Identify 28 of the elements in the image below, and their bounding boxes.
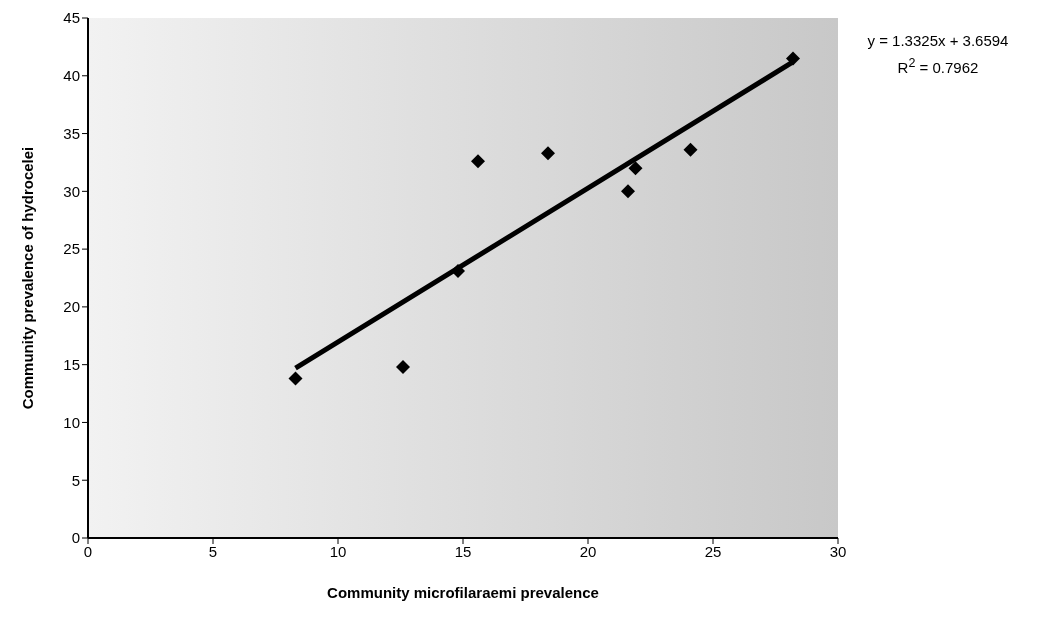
point <box>288 371 303 386</box>
y-tick-label: 15 <box>63 355 80 373</box>
y-tick-label: 40 <box>63 67 80 85</box>
x-tick-label: 25 <box>704 542 722 560</box>
y-tick-label: 20 <box>63 298 80 316</box>
y-tick-label: 35 <box>63 124 80 142</box>
x-tick-label: 30 <box>829 542 847 560</box>
y-tick-label: 10 <box>63 413 80 431</box>
x-tick-label: 10 <box>329 542 347 560</box>
x-tick-label: 5 <box>208 542 218 560</box>
y-tick-label: 0 <box>71 529 80 547</box>
point <box>621 184 635 199</box>
y-tick-label: 30 <box>63 182 80 200</box>
x-axis-title: Community microfilaraemi prevalence <box>327 584 599 601</box>
y-tick-label: 45 <box>63 9 80 27</box>
point <box>683 142 698 157</box>
point <box>541 146 555 161</box>
point <box>471 154 485 169</box>
x-tick-label: 20 <box>579 542 597 560</box>
y-axis-title: Community prevalence of hydrocelei <box>19 146 37 410</box>
y-tick-label: 5 <box>71 471 80 489</box>
text: R$^{2}$ = 0.7962 <box>896 55 980 78</box>
point <box>396 359 410 374</box>
x-tick-label: 0 <box>83 542 93 560</box>
point <box>628 161 643 176</box>
y-tick-label: 25 <box>63 240 80 258</box>
x-tick-label: 15 <box>454 542 472 560</box>
text: y = 1.3325x + 3.6594 <box>866 31 1010 51</box>
